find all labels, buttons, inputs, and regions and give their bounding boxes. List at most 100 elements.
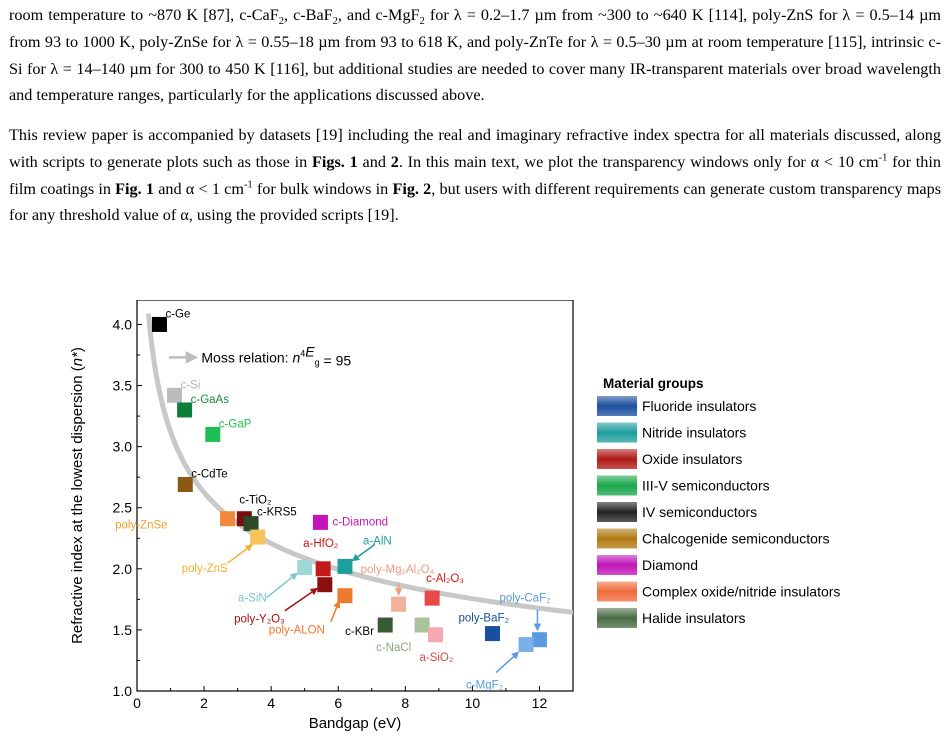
text-segment: room temperature to ~870 K [87], c-CaF bbox=[9, 6, 279, 24]
data-point-marker bbox=[250, 529, 266, 545]
legend-label: Fluoride insulators bbox=[642, 398, 756, 414]
data-point-marker bbox=[377, 617, 393, 633]
data-point-marker bbox=[424, 590, 440, 606]
data-point-marker bbox=[205, 426, 221, 442]
data-point-marker bbox=[518, 637, 534, 653]
text-segment: -1 bbox=[878, 152, 888, 164]
y-tick-label: 1.0 bbox=[113, 683, 133, 699]
data-point-label: c-KRS5 bbox=[257, 507, 297, 519]
data-point: poly-ZnSe bbox=[115, 511, 236, 532]
data-point-marker bbox=[177, 477, 193, 493]
text-segment: , c-BaF bbox=[284, 6, 333, 24]
legend-item: Fluoride insulators bbox=[597, 396, 756, 416]
legend-item: Halide insulators bbox=[597, 608, 746, 628]
legend-swatch bbox=[597, 502, 637, 522]
text-segment: 2 bbox=[390, 152, 399, 171]
text-segment: 2 bbox=[278, 16, 284, 28]
data-point: c-GaAs bbox=[177, 394, 229, 418]
data-point-marker bbox=[531, 632, 547, 648]
data-point-label: poly-ZnS bbox=[182, 563, 228, 575]
data-point-label: c-TiO₂ bbox=[239, 495, 271, 507]
legend-item: IV semiconductors bbox=[597, 502, 757, 522]
legend: Material groups Fluoride insulators Nitrid… bbox=[597, 376, 840, 628]
legend-swatch bbox=[597, 475, 637, 496]
legend-item: Chalcogenide semiconductors bbox=[597, 528, 830, 549]
data-point-marker bbox=[337, 588, 353, 604]
data-point: c-KBr bbox=[345, 617, 393, 638]
legend-swatch bbox=[597, 396, 637, 416]
text-segment: 2 bbox=[332, 16, 338, 28]
legend-label: III-V semiconductors bbox=[642, 478, 770, 494]
text-segment: for bulk windows in bbox=[252, 179, 393, 198]
data-point: poly-Y₂O₃ bbox=[234, 577, 333, 626]
legend-swatch bbox=[597, 555, 637, 575]
label-arrow bbox=[284, 587, 319, 612]
data-point-label: c-Diamond bbox=[332, 516, 388, 528]
legend-label: Oxide insulators bbox=[642, 451, 742, 467]
data-point: c-NaCl bbox=[376, 617, 430, 654]
legend-swatch bbox=[597, 422, 637, 443]
paragraph-2: This review paper is accompanied by data… bbox=[9, 122, 941, 229]
legend-title: Material groups bbox=[603, 376, 704, 391]
legend-swatch bbox=[597, 449, 637, 469]
plot-axes: 0 2 4 6 8 10 12 1.0 1.5 2.0 2.5 3.0 3.5 4.0 bbox=[113, 300, 574, 711]
data-point-marker bbox=[243, 516, 259, 532]
data-point-marker bbox=[151, 316, 167, 332]
text-segment: This review paper is accompanied by data… bbox=[9, 126, 941, 171]
legend-item: Diamond bbox=[597, 555, 698, 575]
x-axis-label: Bandgap (eV) bbox=[309, 715, 402, 732]
data-point: c-KRS5 bbox=[243, 507, 297, 532]
label-arrow bbox=[330, 600, 341, 622]
text-segment: Figs. 1 bbox=[312, 152, 358, 171]
data-point-label: c-MgF₂ bbox=[466, 680, 503, 692]
data-point-label: poly-Mg₂Al₂O₄ bbox=[361, 564, 435, 576]
data-point: c-GaP bbox=[205, 418, 252, 442]
data-point: c-Si bbox=[167, 379, 200, 403]
data-point: poly-CaF₂ bbox=[499, 593, 551, 648]
data-point-label: c-Ge bbox=[165, 308, 190, 320]
x-tick-label: 2 bbox=[200, 695, 208, 711]
text-segment: 2 bbox=[419, 16, 425, 28]
data-point-label: c-GaP bbox=[219, 418, 252, 430]
data-point: c-Al₂O₃ bbox=[424, 573, 464, 606]
data-point-label: c-Al₂O₃ bbox=[426, 573, 464, 585]
text-segment: and α < 1 cm bbox=[154, 179, 244, 198]
x-tick-label: 12 bbox=[532, 695, 548, 711]
data-point: c-Ge bbox=[151, 308, 190, 332]
legend-swatch bbox=[597, 528, 637, 549]
x-tick-label: 0 bbox=[133, 695, 141, 711]
data-point-label: a-AlN bbox=[363, 535, 392, 547]
legend-item: III-V semiconductors bbox=[597, 475, 770, 496]
data-point-marker bbox=[485, 626, 501, 642]
data-point-marker bbox=[312, 514, 328, 530]
y-tick-label: 3.5 bbox=[113, 378, 133, 394]
data-point-marker bbox=[427, 627, 443, 643]
text-segment: , and c-MgF bbox=[337, 6, 420, 24]
data-point: c-CdTe bbox=[177, 469, 228, 493]
data-point-marker bbox=[167, 387, 183, 403]
data-point-label: c-Si bbox=[181, 379, 201, 391]
text-segment: . In this main text, we plot the transpa… bbox=[398, 152, 879, 171]
legend-item: Nitride insulators bbox=[597, 422, 746, 443]
data-point-label: c-GaAs bbox=[191, 394, 230, 406]
data-point-label: poly-ZnSe bbox=[115, 520, 167, 532]
data-point-marker bbox=[315, 561, 331, 577]
label-arrow bbox=[227, 544, 253, 564]
data-point: a-HfO₂ bbox=[303, 538, 338, 577]
text-segment: for λ = 0.2–1.7 µm from ~300 to ~640 K [… bbox=[9, 6, 942, 105]
data-point-label: poly-BaF₂ bbox=[459, 613, 509, 625]
data-point: poly-ZnS bbox=[182, 529, 266, 575]
text-segment: Fig. 2 bbox=[392, 179, 432, 198]
data-point-marker bbox=[317, 577, 333, 593]
label-arrow bbox=[351, 543, 376, 562]
moss-relation-label: Moss relation: n4Eg = 95 bbox=[201, 343, 351, 368]
y-tick-label: 2.5 bbox=[113, 500, 133, 516]
data-point: a-AlN bbox=[337, 535, 392, 574]
text-segment: Fig. 1 bbox=[115, 179, 154, 198]
data-point-marker bbox=[337, 558, 353, 574]
data-point-marker bbox=[220, 511, 236, 527]
bandgap-refractive-index-figure: 0 2 4 6 8 10 12 1.0 1.5 2.0 2.5 3.0 3.5 4.0 Moss rela… bbox=[69, 300, 840, 732]
legend-label: Diamond bbox=[642, 557, 698, 573]
data-point: c-Diamond bbox=[312, 514, 388, 530]
